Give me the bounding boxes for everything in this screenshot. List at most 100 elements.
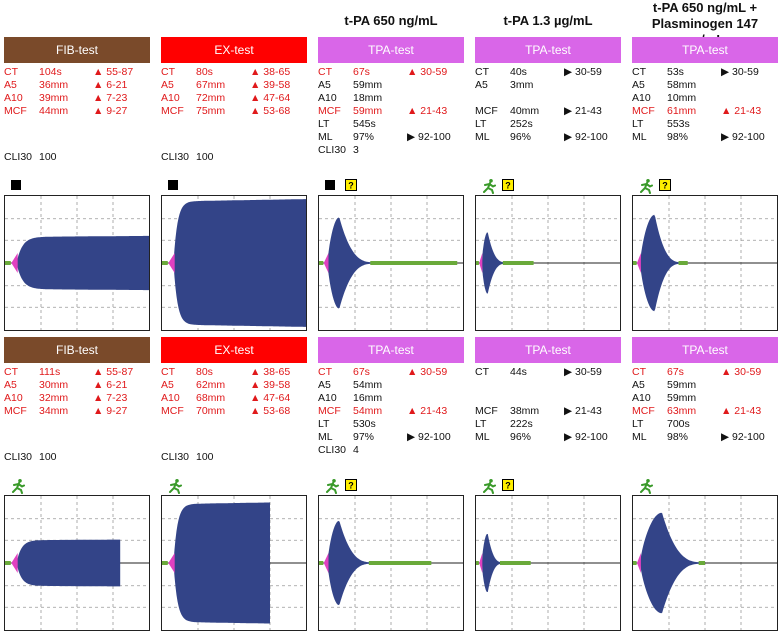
parameter-value: 96%: [510, 131, 532, 143]
clotting-time-trace: [476, 561, 479, 565]
temogram-plot: [161, 495, 307, 631]
parameter-name: A10: [161, 392, 180, 404]
column-header-line: t-PA 1.3 µg/mL: [503, 13, 593, 28]
parameter-row: MCF 75mm ▲ 53-68: [161, 105, 307, 118]
temogram-plot: [632, 495, 778, 631]
parameter-value: 10mm: [667, 92, 697, 104]
temogram-svg: [633, 196, 777, 330]
temogram-plot: [318, 495, 464, 631]
temogram-plot: [4, 195, 150, 331]
temogram-plot: [4, 495, 150, 631]
runner-icon-wrap: [481, 178, 497, 199]
running-person-icon: [640, 479, 653, 494]
parameter-row: ML 97% ▶ 92-100: [318, 131, 464, 144]
reference-range: ▶ 92-100: [407, 131, 451, 143]
clot-onset-marker: [636, 253, 641, 273]
help-badge-icon-wrap: ?: [502, 178, 514, 196]
parameter-row: A5 59mm: [632, 379, 778, 392]
parameter-value: 67s: [353, 366, 370, 378]
parameter-value: 16mm: [353, 392, 383, 404]
parameter-name: A5: [161, 79, 174, 91]
parameter-row: CLI30 3: [318, 144, 464, 157]
parameter-value: 54mm: [353, 379, 383, 391]
test-panel: TPA-test CT 67s ▲ 30-59 A5 59mm A10 59mm MCF 63mm…: [632, 337, 778, 631]
parameter-name: A5: [4, 379, 17, 391]
status-icons: [161, 478, 307, 494]
temogram-svg: [162, 496, 306, 630]
stop-square-icon: [325, 180, 335, 190]
clotting-time-trace: [162, 261, 168, 265]
test-panel: EX-test CT 80s ▲ 38-65 A5 67mm ▲ 39-58 A10 72mm ▲…: [161, 37, 307, 331]
parameter-row: A5 67mm ▲ 39-58: [161, 79, 307, 92]
parameter-row: MCF 63mm ▲ 21-43: [632, 405, 778, 418]
runner-icon-wrap: [638, 478, 654, 499]
parameter-value: 553s: [667, 118, 690, 130]
runner-icon-wrap: [10, 478, 26, 499]
parameter-list: CT 80s ▲ 38-65 A5 62mm ▲ 39-58 A10 68mm ▲ 47-64 M…: [161, 366, 307, 478]
parameter-value: 67s: [667, 366, 684, 378]
reference-range: ▲ 38-65: [250, 366, 291, 378]
stop-square-icon-wrap: [167, 178, 179, 196]
parameter-value: 4: [353, 444, 359, 456]
parameter-row: CT 67s ▲ 30-59: [318, 66, 464, 79]
parameter-row: LT 545s: [318, 118, 464, 131]
parameter-name: CT: [318, 366, 332, 378]
parameter-name: CT: [475, 366, 489, 378]
reference-range: ▲ 53-68: [250, 105, 291, 117]
running-person-icon: [640, 179, 653, 194]
parameter-row: A5 36mm ▲ 6-21: [4, 79, 150, 92]
clot-amplitude-trace: [173, 502, 270, 624]
reference-range: ▶ 92-100: [721, 431, 765, 443]
runner-icon-wrap: [638, 178, 654, 199]
parameter-row: CT 53s ▶ 30-59: [632, 66, 778, 79]
parameter-value: 30mm: [39, 379, 69, 391]
parameter-name: CLI30: [4, 151, 33, 163]
parameter-name: A10: [632, 392, 651, 404]
parameter-value: 40mm: [510, 105, 540, 117]
parameter-row: ML 96% ▶ 92-100: [475, 431, 621, 444]
parameter-value: 68mm: [196, 392, 226, 404]
parameter-value: 98%: [667, 131, 689, 143]
parameter-value: 59mm: [353, 79, 383, 91]
parameter-value: 36mm: [39, 79, 69, 91]
reference-range: ▲ 7-23: [93, 392, 128, 404]
parameter-row: CT 80s ▲ 38-65: [161, 366, 307, 379]
status-icons: [632, 478, 778, 494]
parameter-row: LT 252s: [475, 118, 621, 131]
clot-onset-marker: [323, 253, 329, 273]
reference-range: ▲ 55-87: [93, 366, 134, 378]
parameter-value: 59mm: [667, 379, 697, 391]
reference-range: ▲ 30-59: [721, 366, 762, 378]
column-header-h3: t-PA 650 ng/mL: [318, 13, 464, 29]
temogram-svg: [319, 496, 463, 630]
parameter-name: A10: [4, 92, 23, 104]
test-panel: FIB-test CT 111s ▲ 55-87 A5 30mm ▲ 6-21 A10 32mm…: [4, 337, 150, 631]
parameter-value: 72mm: [196, 92, 226, 104]
parameter-value: 700s: [667, 418, 690, 430]
clot-onset-marker: [323, 553, 329, 573]
parameter-value: 38mm: [510, 405, 540, 417]
reference-range: ▶ 92-100: [721, 131, 765, 143]
parameter-name: A5: [318, 379, 331, 391]
svg-text:?: ?: [348, 181, 354, 191]
test-panel: EX-test CT 80s ▲ 38-65 A5 62mm ▲ 39-58 A10 68mm ▲…: [161, 337, 307, 631]
parameter-row: A10 18mm: [318, 92, 464, 105]
parameter-name: MCF: [4, 105, 27, 117]
help-badge-icon-wrap: ?: [345, 478, 357, 496]
temogram-plot: [161, 195, 307, 331]
reference-range: ▲ 30-59: [407, 66, 448, 78]
clot-onset-marker: [11, 253, 18, 273]
reference-range: ▲ 55-87: [93, 66, 134, 78]
parameter-list: CT 111s ▲ 55-87 A5 30mm ▲ 6-21 A10 32mm ▲ 7-23 MC…: [4, 366, 150, 478]
temogram-svg: [319, 196, 463, 330]
parameter-row: ML 97% ▶ 92-100: [318, 431, 464, 444]
parameter-value: 100: [196, 451, 214, 463]
reference-range: ▲ 30-59: [407, 366, 448, 378]
reference-range: ▲ 21-43: [407, 405, 448, 417]
parameter-name: CT: [161, 66, 175, 78]
parameter-name: LT: [475, 418, 487, 430]
parameter-row: CLI30 100: [161, 451, 307, 464]
running-person-icon: [483, 179, 496, 194]
runner-icon-wrap: [167, 478, 183, 499]
stop-square-icon-wrap: [324, 178, 336, 196]
